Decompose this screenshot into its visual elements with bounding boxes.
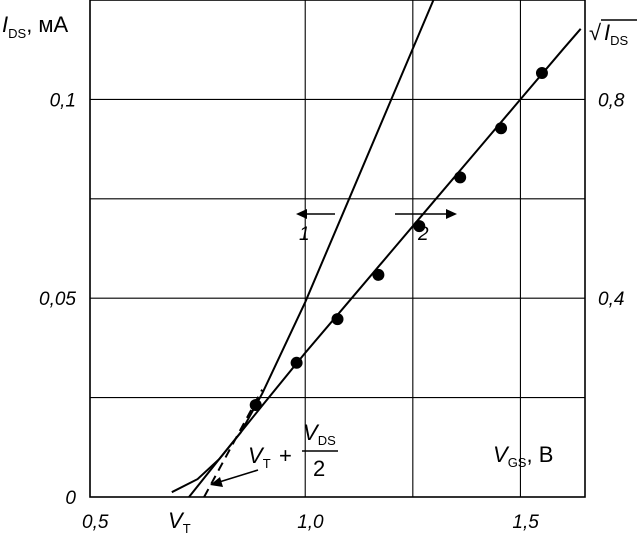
y-axis-left-title: IDS, мА (2, 12, 69, 41)
data-point-3 (372, 268, 385, 281)
data-point-7 (535, 67, 548, 80)
y-axis-right-label: IDS (604, 20, 629, 48)
tick-labels: 0,5 1,0 1,5 0 0,05 0,1 0,4 0,8 (39, 90, 625, 533)
formula-numerator: VDS (303, 420, 336, 448)
formula-arrow (215, 469, 259, 484)
data-point-0 (249, 399, 262, 412)
curve-1-arrowhead (296, 209, 307, 219)
formula-vt: VT (248, 443, 271, 471)
data-point-6 (495, 122, 508, 135)
curve-1-label: 1 (299, 224, 310, 245)
plot-frame (89, 0, 586, 498)
formula-plus: + (279, 443, 292, 468)
y-left-tick-label-2: 0,1 (50, 90, 76, 111)
y-left-tick-label-1: 0,05 (39, 289, 76, 310)
threshold-formula: VT + VDS 2 (210, 420, 338, 487)
data-point-1 (290, 356, 303, 369)
y-left-tick-label-0: 0 (65, 488, 76, 509)
data-point-5 (454, 171, 467, 184)
vt-label: VT (168, 508, 191, 536)
series-tangent-line (203, 389, 264, 498)
y-right-tick-label-0: 0,4 (598, 289, 624, 310)
marker-layer (249, 67, 548, 412)
formula-arrowhead (210, 477, 223, 487)
curve-2-label-group: 2 (395, 209, 457, 245)
x-tick-label-2: 1,5 (512, 512, 539, 533)
series-layer (171, 0, 582, 498)
grid (89, 0, 585, 497)
x-axis-title: VGS, В (493, 442, 553, 470)
radical-sign: √ (589, 20, 602, 45)
data-point-4 (413, 220, 426, 233)
series-2-line (188, 28, 582, 498)
formula-denominator: 2 (313, 456, 325, 481)
data-point-2 (331, 313, 344, 326)
curve-2-arrowhead (446, 209, 457, 219)
y-axis-right-title: √ IDS (589, 19, 637, 48)
curve-1-label-group: 1 (296, 209, 335, 245)
x-tick-label-0: 0,5 (82, 512, 109, 533)
x-tick-label-1: 1,0 (297, 512, 324, 533)
series-1-line (171, 0, 435, 494)
curve-2-label: 2 (417, 224, 429, 245)
y-right-tick-label-1: 0,8 (598, 90, 625, 111)
